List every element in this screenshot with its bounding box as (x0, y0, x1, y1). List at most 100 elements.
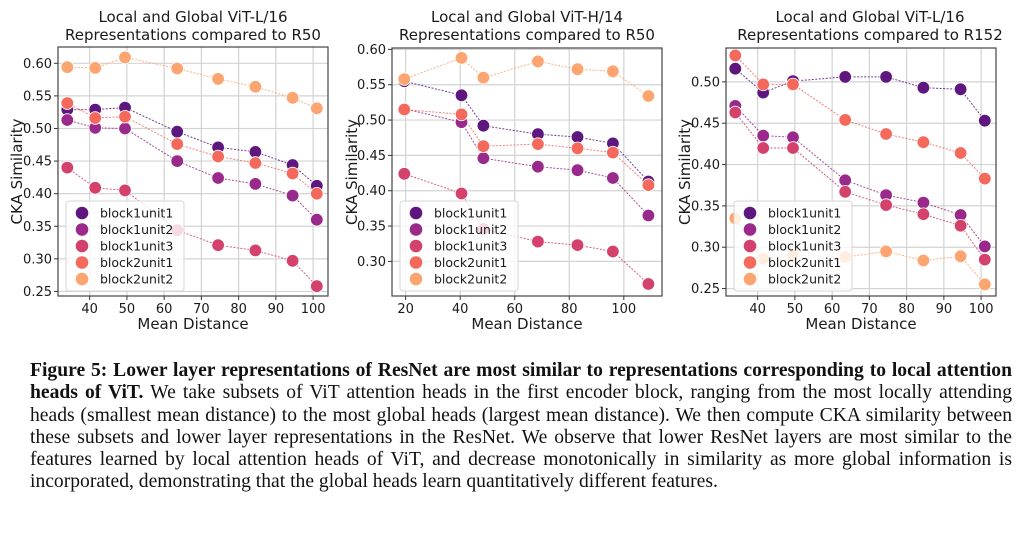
data-point-block2unit1 (170, 137, 184, 151)
figure-charts: 40 50 60 70 80 90 100 0.25 0.30 0.35 0.40 0.45 0.50 0… (8, 8, 1003, 333)
legend-label: block2unit1 (100, 255, 173, 270)
data-point-block2unit2 (310, 101, 324, 116)
data-point-block2unit2 (248, 80, 263, 94)
legend-box (65, 200, 185, 292)
legend-marker-block1unit1 (75, 206, 89, 220)
data-point-block2unit1 (454, 107, 469, 122)
legend-label: block2unit2 (434, 272, 507, 287)
data-point-block2unit1 (641, 178, 656, 192)
data-point-block1unit2 (916, 195, 931, 210)
data-point-block1unit3 (838, 185, 852, 199)
chart-title-line: Representations compared to R50 (65, 26, 321, 44)
data-point-block2unit2 (916, 253, 931, 268)
data-point-block2unit2 (476, 70, 491, 85)
data-point-block1unit2 (606, 171, 620, 185)
data-point-block1unit2 (60, 113, 75, 127)
data-point-block2unit1 (285, 166, 300, 181)
y-tick-label: 0.55 (357, 78, 386, 93)
data-point-block2unit1 (531, 137, 545, 151)
data-point-block1unit1 (953, 82, 968, 97)
data-point-block2unit2 (60, 60, 75, 74)
data-point-block2unit1 (570, 141, 585, 156)
legend-marker-block1unit2 (743, 223, 757, 236)
data-point-block2unit1 (476, 139, 491, 153)
data-point-block1unit2 (211, 171, 225, 185)
data-point-block1unit2 (570, 163, 585, 177)
data-point-block1unit1 (978, 113, 992, 128)
data-point-block1unit2 (170, 154, 184, 168)
x-axis-label: Mean Distance (137, 315, 248, 333)
data-point-block2unit2 (953, 249, 968, 263)
x-tick-label: 80 (898, 302, 915, 317)
data-point-block2unit2 (170, 61, 184, 76)
data-point-block1unit2 (978, 239, 992, 254)
data-point-block2unit2 (879, 244, 893, 259)
legend-marker-block2unit1 (75, 256, 89, 269)
legend-label: block2unit1 (768, 255, 841, 270)
caption-bold: Figure 5: Lower layer representations of… (30, 360, 1012, 404)
legend-marker-block1unit2 (409, 223, 423, 236)
data-point-block1unit1 (838, 70, 852, 84)
data-point-block2unit2 (397, 72, 412, 86)
legend-label: block1unit2 (434, 222, 507, 237)
chart-panel-1: 40 50 60 70 80 90 100 0.25 0.30 0.35 0.40 0.45 0.50 0… (8, 8, 329, 333)
x-tick-label: 40 (81, 302, 98, 317)
data-point-block2unit2 (285, 91, 300, 105)
data-point-block1unit3 (953, 218, 968, 233)
data-point-block1unit2 (531, 159, 545, 174)
y-axis-label: CKA Similarity (8, 118, 26, 224)
legend-marker-block1unit1 (409, 206, 423, 220)
legend-marker-block1unit3 (75, 239, 89, 253)
data-point-block1unit3 (531, 234, 545, 249)
legend: block1unit1block1unit2block1unit3block2u… (733, 200, 853, 292)
y-tick-label: 0.50 (691, 75, 720, 90)
x-tick-label: 100 (301, 302, 326, 317)
legend-marker-block1unit2 (75, 223, 89, 236)
data-point-block2unit1 (838, 113, 852, 127)
chart-title-line: Local and Global ViT-L/16 (98, 8, 287, 26)
data-point-block2unit2 (88, 61, 102, 75)
data-point-block1unit3 (397, 167, 412, 181)
y-tick-label: 0.45 (23, 155, 52, 170)
y-tick-label: 0.35 (357, 220, 386, 235)
axes-frame (57, 46, 329, 297)
legend-label: block1unit3 (100, 239, 173, 254)
data-point-block2unit2 (118, 50, 132, 65)
data-point-block1unit3 (879, 198, 893, 212)
y-tick-label: 0.30 (691, 241, 720, 256)
data-point-block2unit1 (88, 111, 102, 125)
y-tick-label: 0.30 (357, 255, 386, 270)
data-point-block1unit2 (310, 212, 324, 227)
data-point-block2unit1 (60, 96, 75, 110)
y-tick-label: 0.35 (23, 220, 52, 235)
data-point-block2unit2 (606, 64, 620, 79)
data-point-block1unit2 (248, 177, 263, 191)
data-point-block1unit1 (170, 124, 184, 139)
data-point-block1unit3 (570, 238, 585, 252)
data-point-block2unit2 (211, 72, 225, 86)
data-point-block2unit1 (916, 135, 931, 149)
legend-label: block2unit2 (100, 272, 173, 287)
legend-label: block1unit3 (768, 239, 841, 254)
y-tick-label: 0.50 (23, 122, 52, 137)
y-tick-label: 0.35 (691, 199, 720, 214)
legend-marker-block2unit1 (743, 256, 757, 269)
data-point-block2unit1 (606, 145, 620, 160)
legend-marker-block2unit1 (409, 256, 423, 269)
legend: block1unit1block1unit2block1unit3block2u… (399, 200, 519, 292)
x-tick-label: 90 (268, 302, 285, 317)
y-tick-label: 0.40 (691, 158, 720, 173)
data-point-block2unit2 (641, 89, 656, 103)
x-tick-label: 80 (230, 302, 247, 317)
chart-panel-3: 40 50 60 70 80 90 100 0.25 0.30 0.35 0.40 0.45 0.50 M… (676, 8, 1003, 333)
data-point-block1unit3 (60, 160, 75, 175)
data-point-block1unit1 (728, 61, 743, 76)
data-point-block2unit1 (978, 171, 992, 186)
caption-text: We take subsets of ViT attention heads i… (30, 382, 1012, 493)
data-point-block1unit2 (476, 151, 491, 165)
data-point-block1unit2 (838, 173, 852, 188)
figure-caption: Figure 5: Lower layer representations of… (30, 360, 1012, 494)
y-tick-label: 0.55 (23, 89, 52, 104)
x-tick-label: 100 (969, 302, 994, 317)
chart-title-line: Local and Global ViT-L/16 (775, 8, 964, 26)
